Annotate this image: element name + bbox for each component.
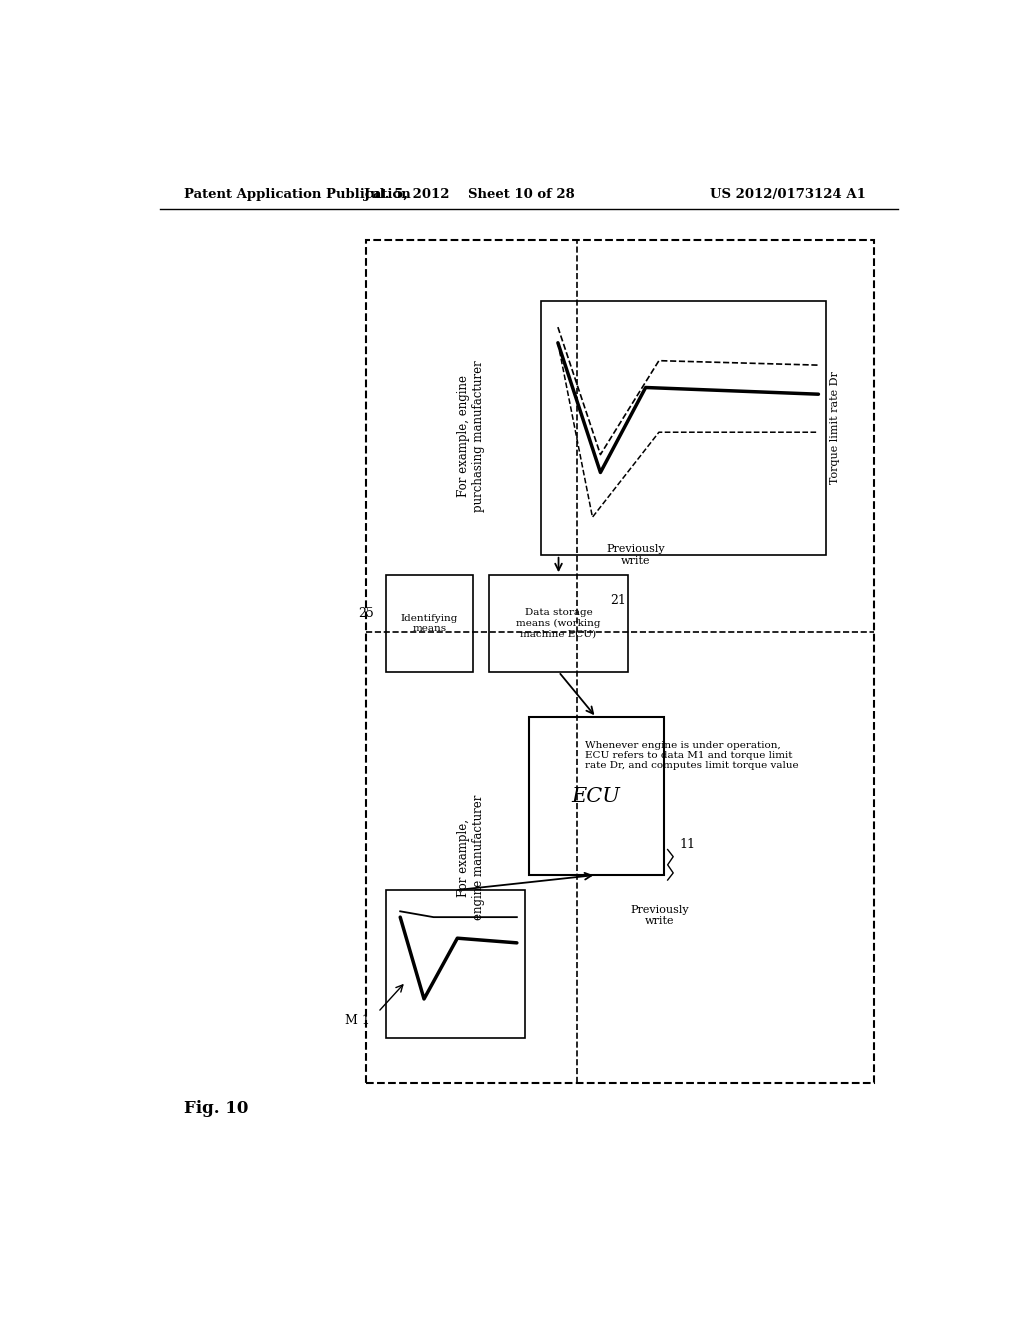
- Text: 25: 25: [358, 607, 374, 619]
- Text: Fig. 10: Fig. 10: [183, 1101, 248, 1117]
- Text: Patent Application Publication: Patent Application Publication: [183, 189, 411, 202]
- Bar: [367, 240, 873, 1084]
- Bar: [541, 301, 826, 554]
- Text: 21: 21: [610, 594, 626, 607]
- Text: Previously
write: Previously write: [631, 904, 689, 927]
- Text: Torque limit rate Dr: Torque limit rate Dr: [830, 371, 841, 484]
- Text: For example,
engine manufacturer: For example, engine manufacturer: [458, 795, 485, 920]
- Bar: [489, 576, 628, 672]
- Text: Identifying
means: Identifying means: [400, 614, 459, 634]
- Bar: [386, 890, 524, 1038]
- Text: Data storage
means (working
machine ECU): Data storage means (working machine ECU): [516, 609, 601, 639]
- Text: ECU: ECU: [571, 787, 621, 805]
- Text: 11: 11: [680, 838, 695, 851]
- Bar: [528, 718, 664, 875]
- Text: Whenever engine is under operation,
ECU refers to data M1 and torque limit
rate : Whenever engine is under operation, ECU …: [585, 741, 799, 771]
- Bar: [386, 576, 473, 672]
- Text: For example, engine
purchasing manufacturer: For example, engine purchasing manufactu…: [458, 360, 485, 512]
- Text: M 1: M 1: [345, 1015, 370, 1027]
- Text: US 2012/0173124 A1: US 2012/0173124 A1: [711, 189, 866, 202]
- Text: Jul. 5, 2012    Sheet 10 of 28: Jul. 5, 2012 Sheet 10 of 28: [364, 189, 574, 202]
- Text: Previously
write: Previously write: [606, 544, 665, 565]
